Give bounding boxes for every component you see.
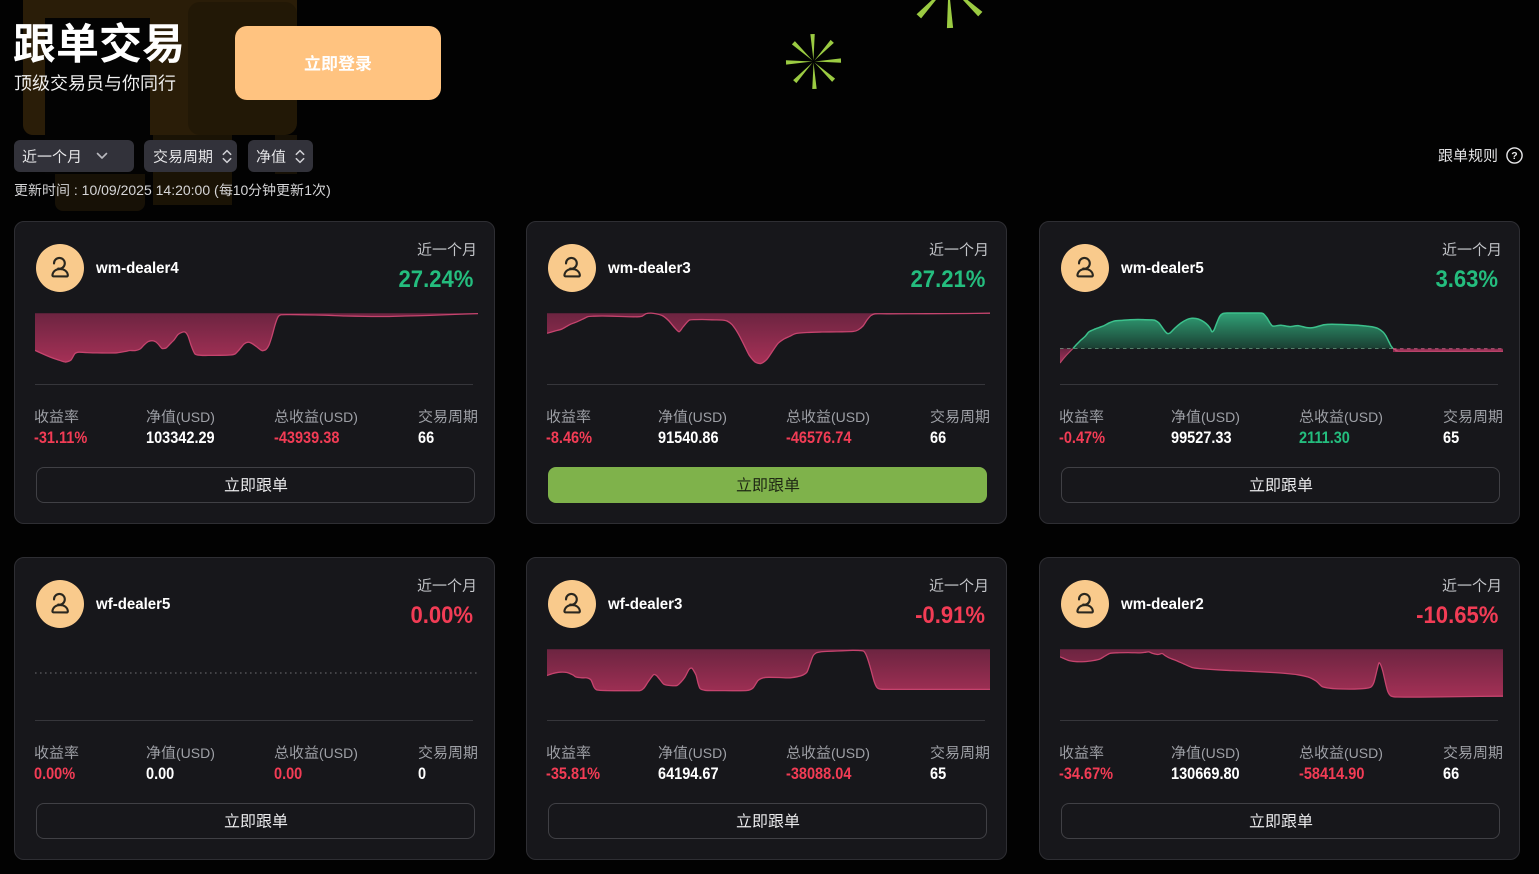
svg-text:?: ? xyxy=(1511,150,1517,162)
